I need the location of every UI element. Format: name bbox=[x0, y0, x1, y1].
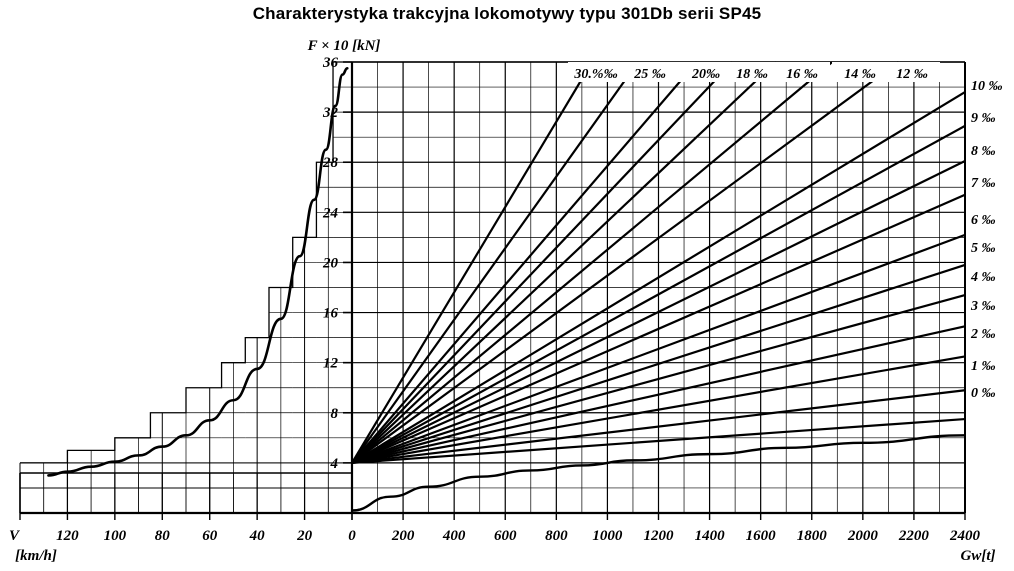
x-tick-label-left: 20 bbox=[296, 528, 313, 544]
x-tick-label-left: 40 bbox=[249, 528, 266, 544]
gradient-label-right: 4 ‰ bbox=[970, 270, 996, 285]
gradient-line-14 bbox=[351, 61, 833, 464]
gradient-line-0 bbox=[351, 417, 966, 464]
x-tick-label-right: 2400 bbox=[949, 528, 981, 544]
tractive-effort-curve bbox=[47, 66, 349, 477]
y-tick-label: 16 bbox=[323, 306, 339, 322]
x-tick-label-right: 1200 bbox=[644, 528, 675, 544]
y-tick-label: 32 bbox=[322, 105, 339, 121]
x-tick-label-right: 1400 bbox=[695, 528, 726, 544]
gradient-label-top: 14 ‰ bbox=[844, 67, 876, 82]
gradient-line-10 bbox=[351, 91, 966, 464]
y-tick-label: 12 bbox=[323, 356, 339, 372]
gradient-line-25 bbox=[351, 61, 639, 464]
x-tick-label-right: 400 bbox=[442, 528, 466, 544]
gradient-line-20 bbox=[351, 61, 698, 464]
gradient-line-30 bbox=[351, 61, 594, 464]
axis-frame bbox=[19, 61, 966, 520]
gradient-label-top: 20‰ bbox=[691, 67, 720, 82]
gradient-label-right: 7 ‰ bbox=[971, 176, 996, 191]
y-tick-label: 20 bbox=[322, 255, 339, 271]
x-right-axis-unit: Gw[t] bbox=[961, 548, 996, 564]
x-tick-label-right: 2200 bbox=[898, 528, 930, 544]
gradient-label-right: 6 ‰ bbox=[971, 213, 996, 228]
gradient-label-top: 18 ‰ bbox=[736, 67, 768, 82]
gradient-label-right: 10 ‰ bbox=[971, 79, 1003, 94]
gradient-label-top: 25 ‰ bbox=[633, 67, 666, 82]
gradient-lines-layer bbox=[351, 61, 966, 464]
gradient-line-3 bbox=[351, 325, 966, 464]
y-tick-label: 8 bbox=[331, 406, 339, 422]
gradient-label-right: 0 ‰ bbox=[971, 386, 996, 401]
x-left-axis-symbol: V bbox=[9, 528, 21, 544]
gradient-line-7 bbox=[351, 193, 966, 464]
x-tick-label-left: 120 bbox=[56, 528, 79, 544]
y-tick-label: 28 bbox=[322, 155, 339, 171]
gradient-label-right: 2 ‰ bbox=[970, 327, 996, 342]
tractive-effort-curve-path bbox=[47, 66, 349, 477]
x-tick-label-right: 1800 bbox=[797, 528, 828, 544]
gradient-line-12 bbox=[351, 61, 900, 464]
x-tick-label-left: 100 bbox=[104, 528, 127, 544]
gradient-line-8 bbox=[351, 159, 966, 464]
staircase-envelope bbox=[19, 61, 353, 513]
top-label-backdrop bbox=[622, 62, 678, 82]
top-label-backdrop bbox=[884, 62, 940, 82]
x-tick-label-left: 60 bbox=[202, 528, 218, 544]
gradient-label-right: 3 ‰ bbox=[970, 299, 996, 314]
gradient-label-right: 8 ‰ bbox=[971, 144, 996, 159]
y-tick-label: 36 bbox=[322, 55, 339, 71]
top-label-backdrop bbox=[832, 62, 888, 82]
axis-labels-layer: 36 32 28 24 20 16 12 8 4 F × 10 [kN] 120 100 80 60 40 2… bbox=[9, 38, 1003, 564]
gradient-line-5 bbox=[351, 263, 966, 464]
gradient-line-4 bbox=[351, 293, 966, 464]
gradient-label-top: 30.%‰ bbox=[573, 67, 617, 82]
gradient-label-right: 1 ‰ bbox=[971, 359, 996, 374]
page-title: Charakterystyka trakcyjna lokomotywy typ… bbox=[252, 4, 762, 23]
gradient-line-1 bbox=[351, 389, 966, 464]
gradient-label-top: 16 ‰ bbox=[786, 67, 818, 82]
top-label-backdrop bbox=[678, 62, 734, 82]
gradient-line-16 bbox=[351, 61, 777, 464]
gradient-line-2 bbox=[351, 355, 966, 464]
x-tick-label-right: 1000 bbox=[592, 528, 623, 544]
lower-resistance-curve bbox=[351, 434, 966, 512]
x-tick-label-left: 80 bbox=[155, 528, 171, 544]
gradient-line-18 bbox=[351, 61, 734, 464]
gradient-line-6 bbox=[351, 233, 966, 464]
top-label-backdrop bbox=[724, 62, 780, 82]
y-axis-caption: F × 10 [kN] bbox=[307, 38, 381, 54]
x-tick-label-right: 800 bbox=[545, 528, 568, 544]
top-label-backdrop bbox=[774, 62, 830, 82]
y-tick-label: 24 bbox=[322, 205, 339, 221]
x-left-axis-unit: [km/h] bbox=[15, 548, 57, 564]
top-label-backdrop bbox=[568, 62, 624, 82]
x-tick-label-right: 200 bbox=[391, 528, 415, 544]
gradient-label-right: 5 ‰ bbox=[971, 241, 996, 256]
gradient-label-top: 12 ‰ bbox=[896, 67, 928, 82]
lower-resistance-curve-path bbox=[351, 434, 966, 512]
x-tick-label-right: 600 bbox=[494, 528, 517, 544]
gradient-line-9 bbox=[351, 124, 966, 464]
y-tick-label: 4 bbox=[330, 456, 339, 472]
x-tick-label-right: 1600 bbox=[746, 528, 777, 544]
x-tick-label-right: 2000 bbox=[847, 528, 879, 544]
gradient-label-right: 9 ‰ bbox=[971, 111, 996, 126]
x-tick-label-left: 0 bbox=[348, 528, 356, 544]
